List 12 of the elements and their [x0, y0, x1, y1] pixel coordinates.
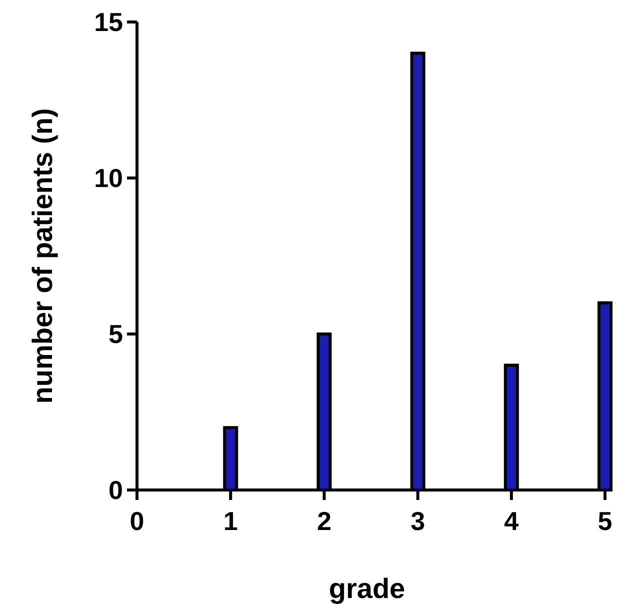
x-tick-label: 4	[504, 506, 520, 536]
y-tick-label: 15	[94, 7, 123, 38]
y-tick-label: 10	[94, 163, 123, 194]
x-tick-label: 1	[223, 506, 238, 536]
x-tick-label: 0	[130, 506, 144, 536]
x-tick-label: 3	[410, 506, 426, 536]
y-tick-label: 0	[108, 475, 123, 506]
x-tick-label: 2	[316, 506, 332, 536]
x-axis-title: grade	[328, 573, 406, 604]
y-axis-title: number of patients (n)	[27, 108, 58, 404]
y-tick-label: 5	[108, 319, 123, 350]
x-tick-label: 5	[598, 506, 612, 536]
